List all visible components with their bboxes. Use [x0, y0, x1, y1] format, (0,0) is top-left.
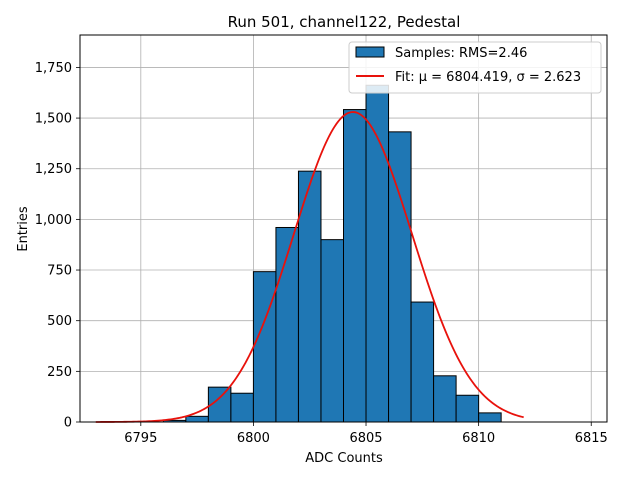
plot-frame: [79, 34, 608, 423]
histogram-bar: [320, 239, 345, 423]
histogram-bar: [433, 375, 457, 423]
x-tick-label: 6815: [575, 431, 608, 446]
x-tick-label: 6810: [462, 431, 495, 446]
chart-title: Run 501, channel122, Pedestal: [228, 13, 461, 31]
legend-samples-label: Samples: RMS=2.46: [395, 46, 527, 61]
histogram-bar: [478, 412, 502, 423]
histogram-bar: [343, 109, 367, 423]
y-tick-label: 1,750: [35, 61, 72, 76]
y-tick-label: 1,500: [35, 112, 72, 127]
y-tick-label: 0: [64, 416, 72, 431]
x-tick-label: 6805: [349, 431, 382, 446]
x-axis-ticks: 6795 6800 6805 6810 6815: [124, 422, 608, 446]
legend-box: [348, 41, 602, 94]
y-tick-label: 750: [47, 264, 72, 279]
y-axis-ticks: 0 250 500 750 1,000 1,250 1,500 1,750: [35, 61, 80, 431]
x-axis-label: ADC Counts: [305, 451, 383, 466]
histogram-bar: [252, 271, 277, 423]
fit-curve-layer: [95, 111, 524, 423]
x-tick-label: 6800: [237, 431, 270, 446]
histogram-bar: [455, 394, 480, 423]
y-axis-label: Entries: [16, 206, 31, 252]
y-tick-label: 1,250: [35, 162, 72, 177]
legend-fit-label: Fit: μ = 6804.419, σ = 2.623: [395, 70, 581, 85]
legend-samples-swatch: [355, 46, 385, 58]
y-tick-label: 250: [47, 365, 72, 380]
legend: Samples: RMS=2.46 Fit: μ = 6804.419, σ =…: [348, 41, 602, 94]
histogram-bar: [185, 415, 209, 423]
histogram-bars: [162, 84, 502, 423]
histogram-bar: [388, 131, 412, 423]
y-tick-label: 1,000: [35, 213, 72, 228]
histogram-bar: [410, 301, 435, 423]
x-tick-label: 6795: [124, 431, 157, 446]
y-tick-label: 500: [47, 314, 72, 329]
fit-curve: [95, 111, 524, 423]
histogram-bar: [230, 392, 254, 423]
